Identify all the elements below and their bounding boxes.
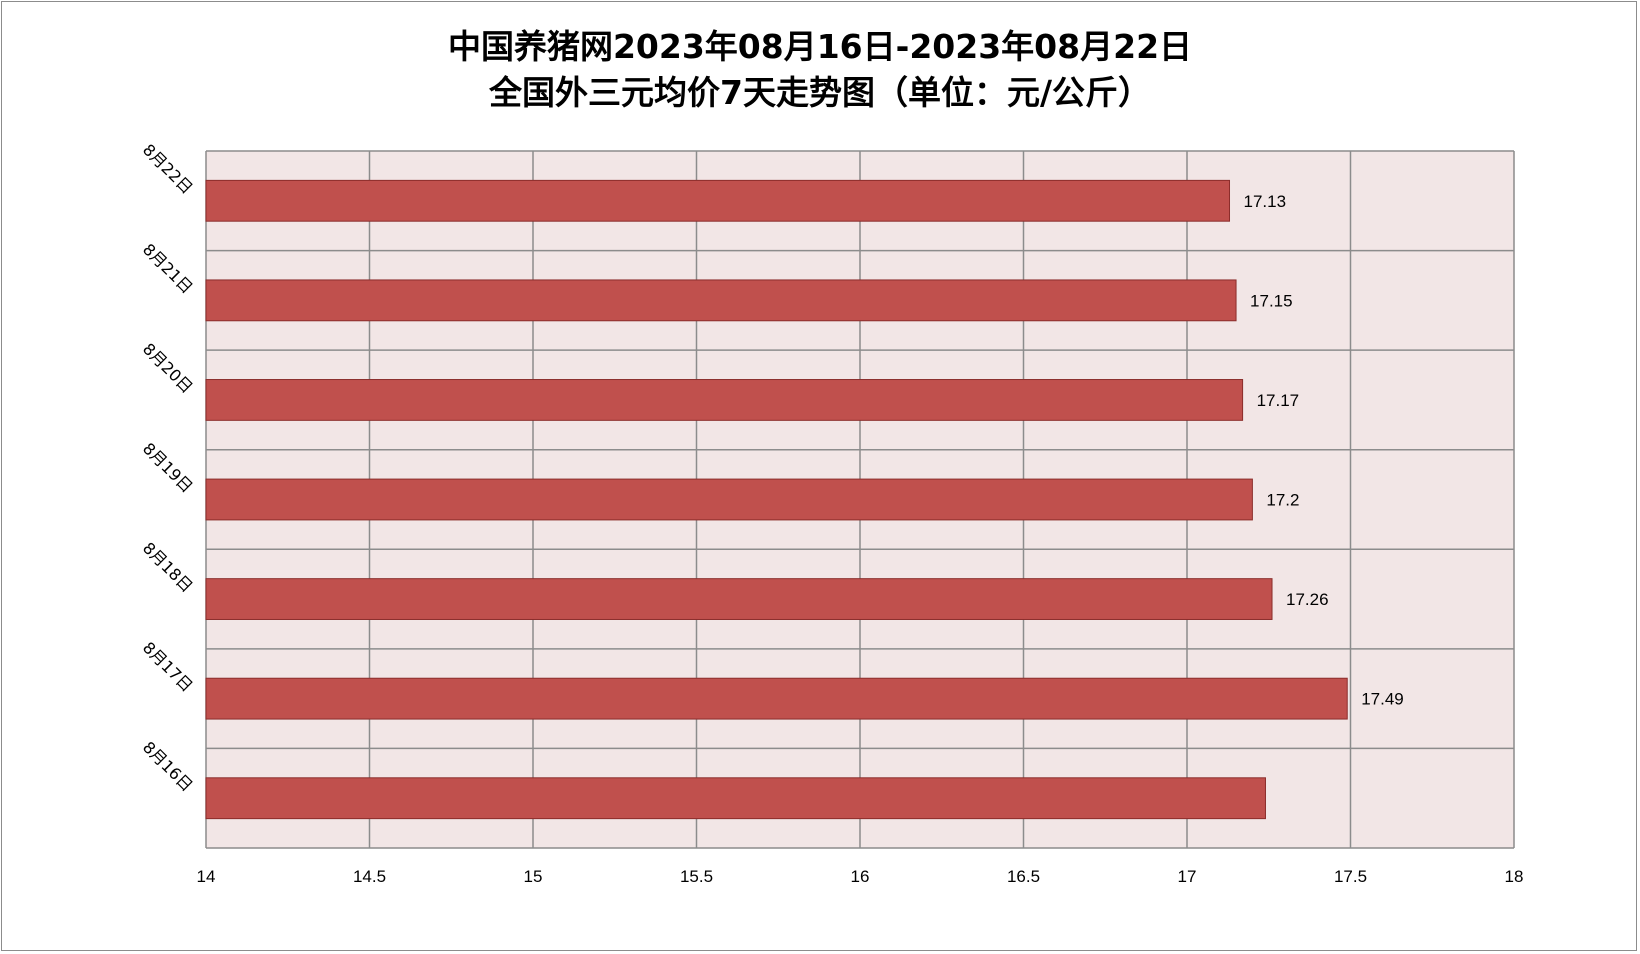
category-label-6: 8月21日 <box>139 240 197 298</box>
y-axis-categories: 8月16日 8月17日 8月18日 8月19日 8月20日 8月21日 8月22日 <box>139 140 197 795</box>
category-label-1: 8月16日 <box>139 738 197 796</box>
x-tick-label: 18 <box>1505 867 1524 886</box>
bar-3 <box>205 578 1273 620</box>
data-label-4: 17.2 <box>1266 491 1299 510</box>
x-tick-label: 16 <box>851 867 870 886</box>
x-tick-label: 17 <box>1178 867 1197 886</box>
x-tick-label: 14.5 <box>353 867 386 886</box>
data-label-2: 17.49 <box>1361 690 1404 709</box>
bar-2 <box>205 677 1348 720</box>
bars <box>205 179 1348 820</box>
bar-6 <box>205 279 1237 322</box>
bar-1 <box>205 777 1266 820</box>
category-label-7: 8月22日 <box>139 140 197 198</box>
category-label-3: 8月18日 <box>139 538 197 596</box>
chart-title-line-2: 全国外三元均价7天走势图（单位：元/公斤） <box>488 73 1151 112</box>
x-tick-label: 15.5 <box>680 867 713 886</box>
bar-4 <box>205 478 1253 521</box>
bar-7 <box>205 179 1231 222</box>
category-label-4: 8月19日 <box>139 439 197 497</box>
x-tick-label: 15 <box>524 867 543 886</box>
x-tick-label: 16.5 <box>1007 867 1040 886</box>
category-label-5: 8月20日 <box>139 339 197 397</box>
data-label-5: 17.17 <box>1257 391 1300 410</box>
data-label-7: 17.13 <box>1244 192 1287 211</box>
chart-title: 中国养猪网2023年08月16日-2023年08月22日 全国外三元均价7天走势… <box>0 24 1640 116</box>
category-label-2: 8月17日 <box>139 638 197 696</box>
bar-5 <box>205 379 1244 421</box>
x-tick-label: 14 <box>197 867 216 886</box>
x-tick-label: 17.5 <box>1334 867 1367 886</box>
x-axis-ticks: 14 14.5 15 15.5 16 16.5 17 17.5 18 <box>197 867 1524 886</box>
data-label-3: 17.26 <box>1286 590 1329 609</box>
chart-title-line-1: 中国养猪网2023年08月16日-2023年08月22日 <box>447 27 1193 66</box>
data-labels: 17.49 17.26 17.2 17.17 17.15 17.13 <box>1244 192 1404 709</box>
data-label-6: 17.15 <box>1250 291 1293 310</box>
